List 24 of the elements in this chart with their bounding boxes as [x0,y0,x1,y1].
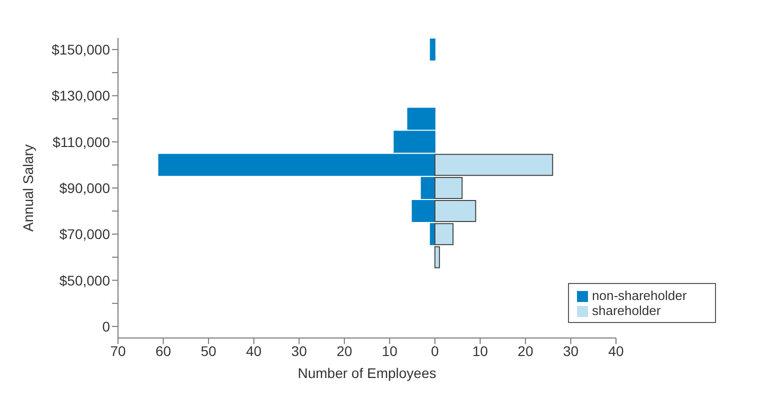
y-tick-label: $110,000 [52,134,110,150]
legend-label: shareholder [592,303,661,318]
x-tick-label: 20 [518,342,534,359]
x-tick-label: 50 [200,342,217,359]
x-tick-label: 10 [382,342,398,359]
y-axis-title: Annual Salary [20,144,36,232]
bar [430,38,436,60]
y-tick-label: $150,000 [52,42,110,58]
x-tick-label: 10 [472,342,488,359]
x-tick-label: 30 [562,342,579,359]
x-tick-label: 40 [246,342,262,359]
y-tick-label: 0 [102,318,110,334]
x-axis-title: Number of Employees [298,365,436,381]
x-tick-label: 40 [608,342,624,359]
x-tick-label: 70 [110,342,126,359]
y-tick-label: $50,000 [59,272,110,288]
x-tick-label: 20 [336,342,352,359]
x-tick-label: 0 [431,342,440,359]
legend-label: non-shareholder [592,288,687,303]
y-tick-label: $90,000 [59,180,110,196]
y-tick-label: $130,000 [52,88,110,104]
x-tick-label: 60 [155,342,172,359]
y-tick-label: $70,000 [59,226,110,242]
x-tick-label: 30 [291,342,308,359]
